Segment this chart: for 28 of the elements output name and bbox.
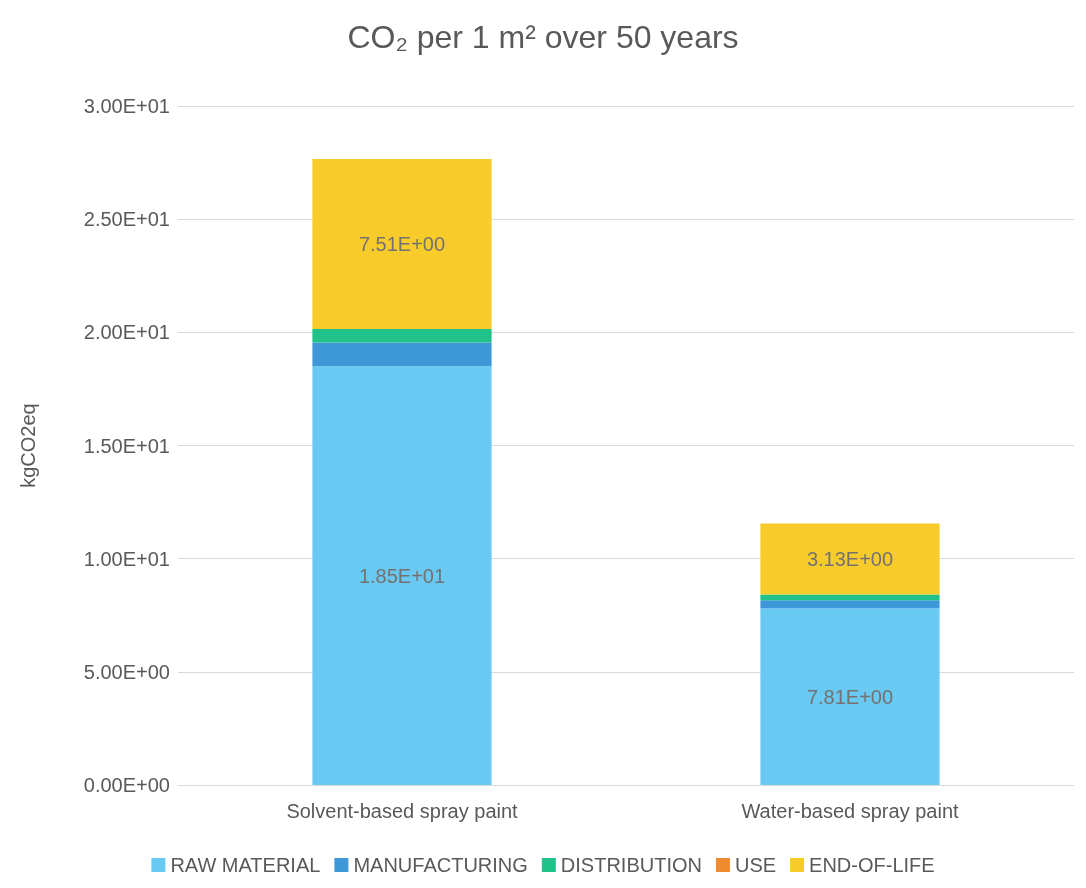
y-tick-label: 2.50E+01	[83, 208, 170, 231]
y-tick-label: 1.50E+01	[83, 434, 170, 457]
legend-label: END-OF-LIFE	[809, 854, 935, 876]
bar	[312, 366, 492, 785]
x-tick-label: Solvent-based spray paint	[286, 800, 519, 822]
x-tick-label: Water-based spray paint	[741, 800, 960, 822]
y-tick-label: 1.00E+01	[83, 547, 170, 570]
bar	[312, 342, 492, 367]
y-tick-label: 5.00E+00	[83, 660, 170, 683]
bar	[760, 608, 940, 785]
bar	[760, 600, 940, 609]
y-tick-label: 2.00E+01	[83, 321, 170, 344]
bar	[312, 158, 492, 329]
legend-label: RAW MATERIAL	[170, 854, 321, 876]
data-label: 3.13E+00	[806, 548, 894, 571]
data-label: 7.51E+00	[358, 232, 446, 255]
bar	[312, 328, 492, 343]
y-tick-label: 0.00E+00	[83, 774, 170, 796]
data-label: 7.81E+00	[806, 685, 894, 708]
y-axis-title: kgCO2eq	[17, 403, 39, 488]
chart-title: CO₂ per 1 m² over 50 years	[347, 19, 739, 55]
legend-label: USE	[734, 854, 777, 876]
legend-label: MANUFACTURING	[353, 854, 528, 876]
bar	[760, 594, 940, 601]
legend-label: DISTRIBUTION	[560, 854, 702, 876]
bar	[760, 523, 940, 595]
y-tick-label: 3.00E+01	[83, 95, 170, 117]
data-label: 1.85E+01	[358, 564, 446, 587]
